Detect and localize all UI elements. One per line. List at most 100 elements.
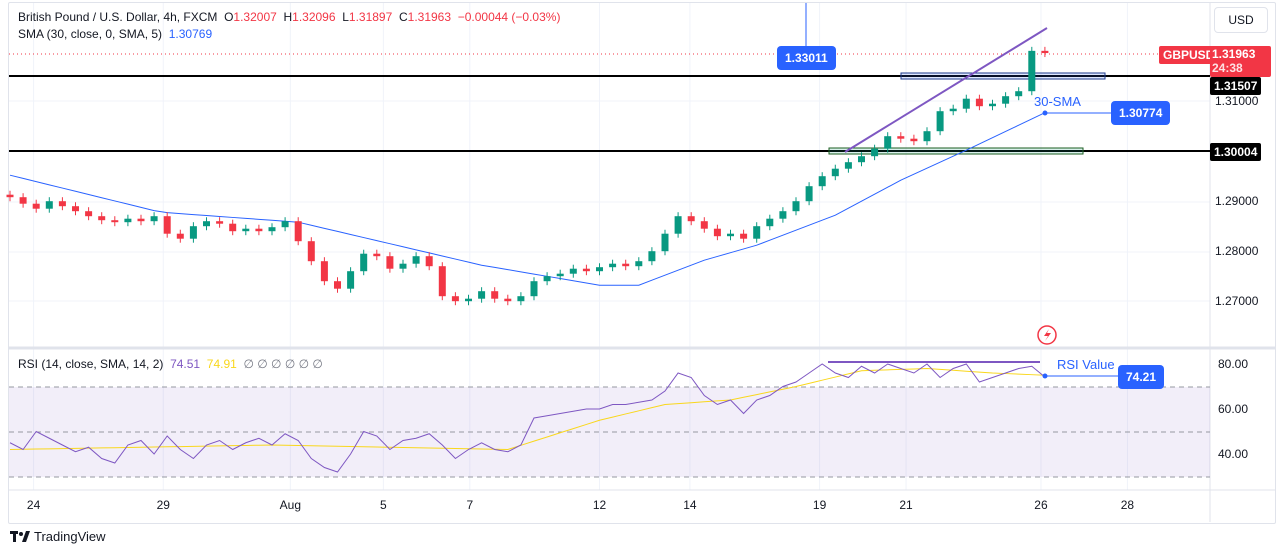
rsi-sma-line (9, 367, 1045, 451)
candle-body (373, 253, 381, 257)
candle-body (936, 111, 944, 132)
candle-body (32, 203, 40, 209)
sma-label: SMA (30, close, 0, SMA, 5) (18, 27, 163, 41)
tradingview-logo[interactable]: TradingView (10, 529, 106, 544)
candle-body (189, 226, 197, 239)
time-tick: 24 (27, 498, 41, 512)
candle-body (229, 223, 237, 232)
sma-value: 1.30769 (168, 27, 213, 41)
candle-body (1015, 91, 1023, 97)
price-tick: 1.29000 (1215, 194, 1259, 208)
candle-body (438, 266, 446, 297)
candle-body (858, 156, 865, 163)
time-tick: 7 (466, 498, 473, 512)
brand-name: TradingView (34, 529, 106, 544)
lightning-icon-glyph (1044, 329, 1051, 341)
candle-body (949, 108, 957, 112)
candle-body (674, 216, 682, 234)
candle-body (504, 298, 512, 302)
candle-body (713, 228, 721, 237)
candle-body (111, 220, 119, 223)
rsi-tick: 60.00 (1218, 402, 1248, 416)
candle-body (58, 201, 66, 207)
candle-body (320, 261, 328, 282)
rsi-annotation-label[interactable]: 74.21 (1118, 365, 1165, 389)
time-tick: 28 (1121, 498, 1135, 512)
sma-annotation-text: 30-SMA (1034, 94, 1081, 109)
high-value: 1.32096 (292, 10, 336, 24)
time-tick: Aug (280, 498, 301, 512)
rsi-legend[interactable]: RSI (14, close, SMA, 14, 2) 74.51 74.91 … (18, 357, 323, 371)
level-top-tag: 1.31507 (1210, 77, 1262, 95)
sma-line (9, 112, 1046, 286)
candle-body (543, 276, 551, 282)
symbol-legend: British Pound / U.S. Dollar, 4h, FXCM O1… (18, 10, 560, 24)
candle-body (163, 216, 171, 234)
candle-body (962, 98, 970, 109)
currency-button[interactable]: USD (1214, 7, 1268, 33)
candle-body (700, 221, 708, 229)
candle-body (268, 227, 276, 232)
candle-body (360, 253, 368, 272)
candle-body (19, 197, 27, 204)
candle-body (727, 233, 734, 237)
close-label: C (398, 10, 408, 24)
trendline (844, 27, 1048, 153)
sma-annotation-dot (1042, 110, 1048, 116)
chart-frame (8, 2, 1276, 524)
vertical-line-label[interactable]: 1.33011 (777, 46, 836, 70)
candle-body (6, 194, 14, 198)
candle-body (98, 216, 106, 221)
candle-body (425, 256, 433, 267)
support-zone (828, 147, 1084, 155)
candle-body (635, 261, 643, 267)
candle-body (307, 241, 315, 262)
rsi-annotation-text: RSI Value (1057, 357, 1115, 372)
time-tick: 26 (1034, 498, 1048, 512)
candle-body (281, 221, 289, 228)
candle-body (753, 226, 761, 239)
close-value: 1.31963 (407, 10, 452, 24)
sma-legend[interactable]: SMA (30, close, 0, SMA, 5) 1.30769 (18, 27, 212, 41)
candle-body (582, 268, 590, 272)
candle-body (294, 221, 302, 242)
candle-body (1028, 50, 1036, 92)
candle-body (176, 233, 184, 239)
last-price: 1.31963 (1212, 47, 1256, 61)
price-tick: 1.31000 (1215, 94, 1259, 108)
candle-body (124, 218, 132, 223)
time-tick: 14 (683, 498, 697, 512)
candle-body (216, 221, 224, 224)
candle-body (517, 296, 525, 302)
candle-body (203, 221, 210, 227)
candle-body (451, 296, 459, 302)
rsi-tick: 80.00 (1218, 357, 1248, 371)
high-label: H (283, 10, 293, 24)
candle-body (255, 228, 263, 232)
candle-body (779, 211, 787, 219)
candle-body (818, 176, 826, 187)
candle-body (622, 263, 630, 267)
rsi-tick: 40.00 (1218, 447, 1248, 461)
change-value: −0.00044 (−0.03%) (457, 10, 561, 24)
bar-countdown: 24:38 (1212, 61, 1243, 75)
candle-body (556, 273, 564, 277)
candle-body (399, 263, 407, 269)
sma-annotation-label[interactable]: 1.30774 (1111, 101, 1171, 125)
candle-body (831, 168, 839, 177)
rsi-annotation-dot (1042, 373, 1048, 379)
candle-body (766, 218, 774, 227)
open-label: O (224, 10, 234, 24)
candle-body (975, 98, 983, 107)
candle-body (989, 103, 996, 107)
candle-body (661, 233, 669, 252)
resistance-zone (900, 72, 1106, 80)
candle-body (1002, 96, 1010, 104)
candle-body (242, 228, 250, 232)
candle-body (85, 211, 93, 217)
low-value: 1.31897 (348, 10, 393, 24)
time-tick: 19 (813, 498, 827, 512)
candle-body (792, 201, 800, 212)
last-price-tag: 1.31963 24:38 (1210, 46, 1271, 77)
